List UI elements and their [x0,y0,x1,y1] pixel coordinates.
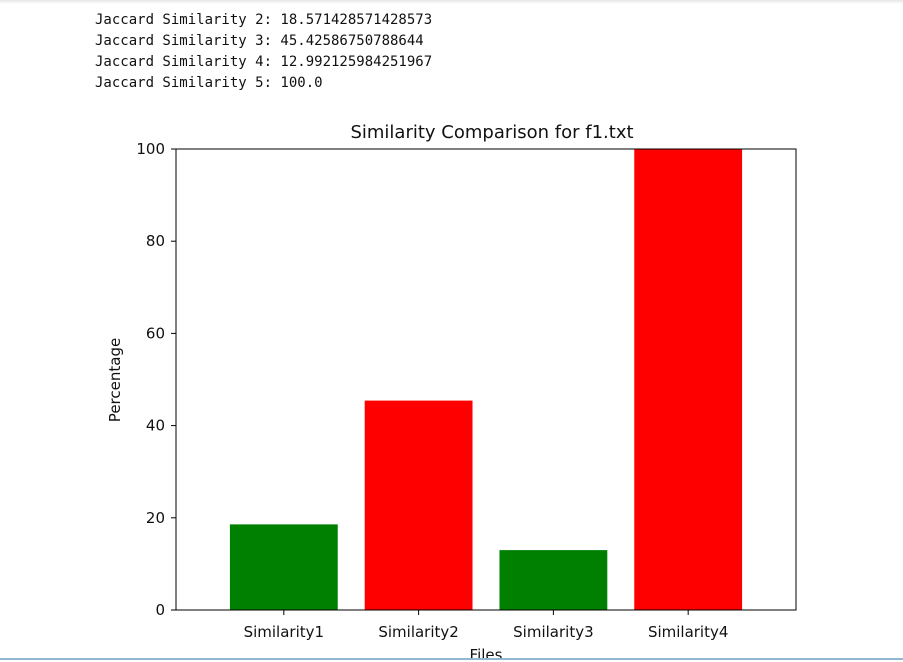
y-tick-label: 0 [155,601,165,619]
window-top-shadow [0,0,903,4]
x-tick-label: Similarity2 [378,623,458,641]
window-bottom-border [0,658,903,660]
chart-title: Similarity Comparison for f1.txt [350,122,633,143]
x-tick-label: Similarity4 [648,623,728,641]
bars-layer [229,149,743,610]
y-tick-label: 60 [146,324,165,342]
bar [229,524,338,610]
x-axis: Similarity1 Similarity2 Similarity3 Similar… [244,610,728,641]
plot-area-frame [175,148,797,611]
y-tick-label: 20 [146,509,165,527]
output-line: Jaccard Similarity 2: 18.571428571428573 [95,12,433,28]
output-line: Jaccard Similarity 5: 100.0 [95,75,323,91]
y-tick-label: 40 [146,417,165,435]
x-tick-label: Similarity1 [244,623,324,641]
y-tick-label: 100 [136,140,165,158]
y-axis-label: Percentage [106,338,124,422]
y-axis: 0 20 40 60 80 100 [136,140,176,619]
bar [364,400,473,610]
y-tick-label: 80 [146,232,165,250]
cell-output-text: Jaccard Similarity 2: 18.571428571428573… [95,10,432,94]
bar [499,550,608,610]
output-line: Jaccard Similarity 4: 12.992125984251967 [95,54,433,70]
output-line: Jaccard Similarity 3: 45.42586750788644 [95,33,424,49]
bar [634,149,743,610]
x-tick-label: Similarity3 [513,623,593,641]
